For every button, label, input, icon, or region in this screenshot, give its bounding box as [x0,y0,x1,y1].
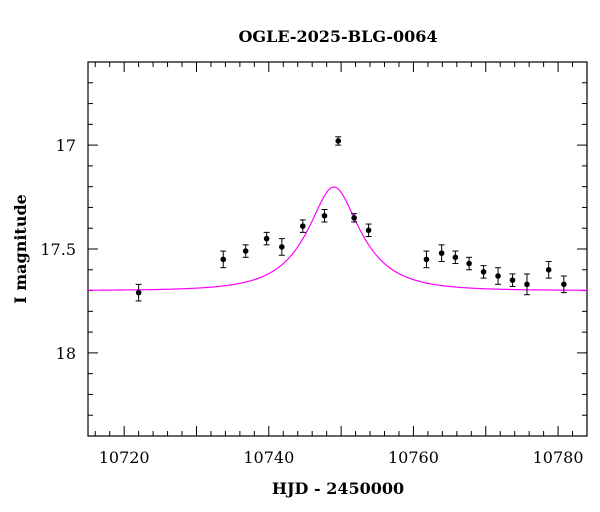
y-axis-label: I magnitude [11,194,30,304]
chart-title: OGLE-2025-BLG-0064 [238,27,437,46]
data-point [299,219,306,233]
data-point [242,244,249,258]
data-point [545,260,552,279]
point-marker [545,266,552,273]
x-tick-label: 10720 [99,448,150,467]
point-marker [480,269,487,275]
data-point [495,267,502,285]
data-point [321,209,328,223]
x-tick-label: 10780 [533,448,584,467]
point-marker [524,281,530,288]
x-tick-labels: 10720 10740 10760 10780 [99,448,584,467]
point-marker [135,289,142,296]
y-tick-label: 17 [56,136,76,155]
data-point [263,231,270,246]
data-point [365,223,372,238]
x-tick-label: 10740 [243,448,294,467]
data-point [560,275,567,294]
axis-ticks [88,61,588,437]
data-point [509,273,516,287]
x-tick-label: 10760 [388,448,439,467]
point-marker [299,223,306,229]
data-point [423,250,430,269]
point-marker [561,281,567,288]
data-point [335,136,342,146]
point-marker [242,248,249,254]
point-marker [351,215,357,221]
data-point [466,256,473,271]
y-tick-labels: 17 17.5 18 [40,136,76,363]
point-marker [365,227,372,234]
point-marker [321,212,328,219]
point-marker [220,256,227,263]
data-point [452,250,459,265]
point-marker [438,250,445,256]
data-point [278,238,285,256]
data-point [480,265,487,279]
data-point [351,213,358,223]
x-axis-label: HJD - 2450000 [272,479,404,498]
point-marker [335,138,342,144]
point-marker [509,277,516,283]
point-marker [452,254,459,261]
data-point [135,283,142,302]
y-tick-label: 18 [56,344,76,363]
point-marker [263,235,270,242]
point-marker [279,244,285,250]
data-point [438,244,445,262]
data-point [523,273,530,296]
point-marker [495,273,501,279]
y-tick-label: 17.5 [40,240,76,259]
point-marker [466,260,472,267]
point-marker [423,256,430,263]
model-curve [88,186,588,291]
data-point [220,250,227,269]
plot-frame [87,61,588,437]
data-points [135,136,567,302]
